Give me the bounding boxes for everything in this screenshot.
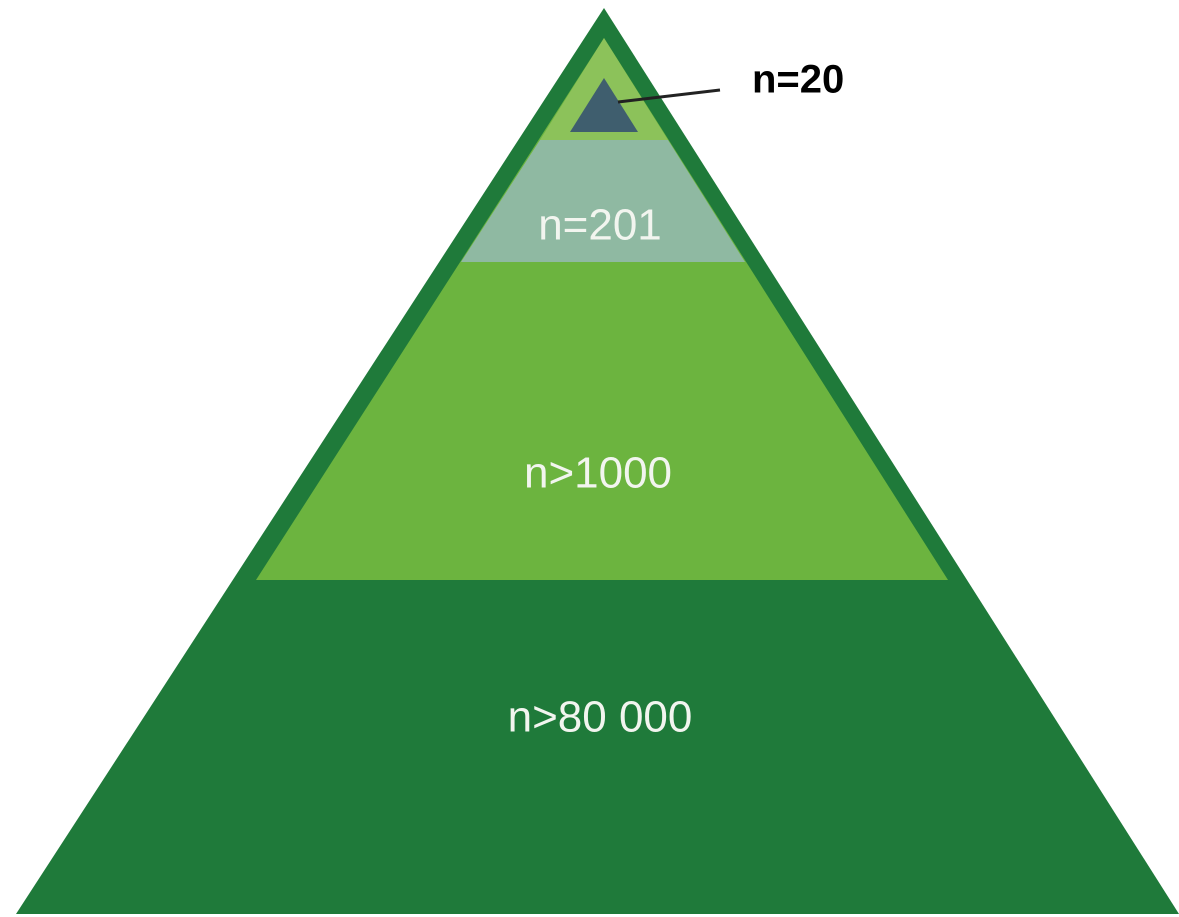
apex-triangle [570,78,638,132]
layer-middle [256,38,948,580]
apex-label: n=20 [752,58,844,102]
layer-label: n>80 000 [508,693,693,742]
layer-upper [461,140,745,262]
layer-label: n=201 [538,201,662,250]
leader-line [617,88,721,104]
layer-label: n>1000 [524,449,672,498]
